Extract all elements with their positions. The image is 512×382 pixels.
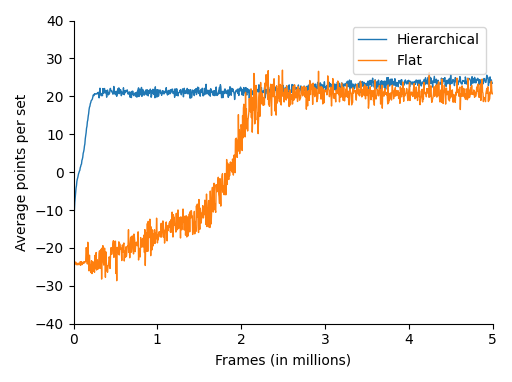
Hierarchical [255,89,261,94]
Flat [398,90,404,95]
Y-axis label: Average points per set: Average points per set [15,94,29,251]
Hierarchical [447,73,454,77]
Flat [280,68,286,73]
Line: Flat: Flat [74,70,493,281]
Line: Hierarchical: Hierarchical [74,75,493,228]
Flat [240,106,246,110]
Hierarchical [397,78,403,83]
Hierarchical [489,81,496,86]
Flat [113,253,119,258]
Hierarchical [358,83,365,87]
Hierarchical [405,80,411,85]
Hierarchical [240,89,246,93]
Flat [255,118,262,123]
Hierarchical [113,89,119,94]
Flat [114,278,120,283]
Flat [71,261,77,265]
Flat [489,91,496,96]
Legend: Hierarchical, Flat: Hierarchical, Flat [353,28,486,73]
Hierarchical [71,225,77,230]
Flat [359,94,365,99]
X-axis label: Frames (in millions): Frames (in millions) [215,353,351,367]
Flat [406,89,412,93]
